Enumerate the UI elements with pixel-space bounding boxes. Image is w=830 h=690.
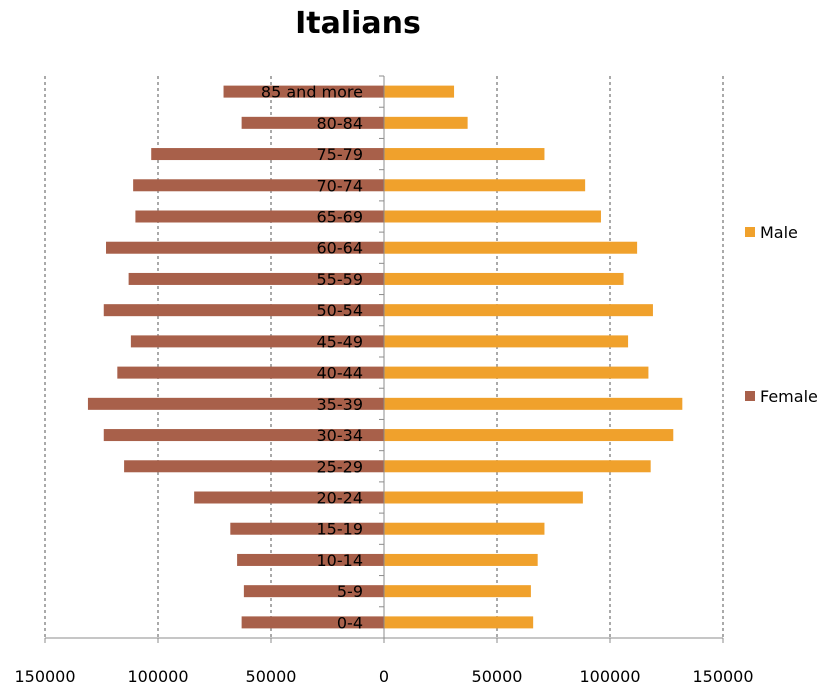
category-label: 40-44 (317, 364, 364, 383)
category-label: 55-59 (317, 270, 364, 289)
bar-male (384, 366, 649, 379)
bar-female (223, 85, 384, 98)
grid-layer (44, 76, 724, 638)
category-label: 80-84 (317, 114, 364, 133)
category-label: 65-69 (317, 208, 364, 227)
bar-male (384, 491, 583, 504)
category-label: 75-79 (317, 145, 364, 164)
bar-male (384, 272, 624, 285)
bar-male (384, 148, 545, 161)
bar-female (124, 460, 384, 473)
bar-male (384, 179, 586, 192)
legend: Male Female (745, 223, 818, 406)
bar-female (241, 116, 384, 129)
category-label: 0-4 (337, 613, 363, 632)
category-label: 20-24 (317, 489, 364, 508)
bar-female (103, 304, 384, 317)
bar-female (230, 522, 384, 535)
bar-male (384, 522, 545, 535)
bar-female (241, 616, 384, 629)
bar-male (384, 397, 683, 410)
bar-male (384, 335, 629, 348)
bar-female (87, 397, 384, 410)
x-tick-label: 150000 (14, 667, 75, 686)
category-label: 85 and more (261, 83, 363, 102)
bar-female (117, 366, 384, 379)
axis-layer: 150000 100000 50000 0 50000 100000 150000 (14, 75, 754, 686)
legend-label-female: Female (760, 387, 818, 406)
bar-female (103, 429, 384, 442)
legend-swatch-male (745, 227, 755, 237)
bar-male (384, 585, 531, 598)
category-label: 35-39 (317, 395, 364, 414)
bar-male (384, 429, 674, 442)
bar-female (135, 210, 384, 223)
bar-female (106, 241, 385, 254)
x-tick-label: 50000 (246, 667, 297, 686)
category-label: 70-74 (317, 176, 364, 195)
legend-label-male: Male (760, 223, 798, 242)
x-tick-label: 100000 (127, 667, 188, 686)
category-label: 50-54 (317, 301, 364, 320)
bar-male (384, 210, 601, 223)
legend-swatch-female (745, 391, 755, 401)
x-tick-label: 100000 (579, 667, 640, 686)
chart-title: Italians (295, 6, 421, 41)
bar-female (237, 553, 384, 566)
bar-female (128, 272, 384, 285)
bar-female (151, 148, 384, 161)
x-tick-label: 50000 (472, 667, 523, 686)
bar-female (194, 491, 384, 504)
bar-female (133, 179, 384, 192)
bar-male (384, 616, 534, 629)
x-tick-label: 0 (379, 667, 389, 686)
category-label: 30-34 (317, 426, 364, 445)
category-label: 25-29 (317, 457, 364, 476)
category-label: 10-14 (317, 551, 364, 570)
bar-female (243, 585, 384, 598)
category-labels: 0-4 5-9 10-14 15-19 20-24 25-29 30-34 35-39 40-4… (261, 83, 363, 633)
bar-female (130, 335, 384, 348)
bar-male (384, 553, 538, 566)
bar-male (384, 116, 468, 129)
category-label: 45-49 (317, 332, 364, 351)
bar-male (384, 85, 455, 98)
bar-male (384, 460, 651, 473)
bar-male (384, 241, 638, 254)
x-tick-label: 150000 (692, 667, 753, 686)
bars-layer (87, 85, 683, 629)
category-label: 5-9 (337, 582, 363, 601)
category-label: 15-19 (317, 520, 364, 539)
category-label: 60-64 (317, 239, 364, 258)
bar-male (384, 304, 653, 317)
